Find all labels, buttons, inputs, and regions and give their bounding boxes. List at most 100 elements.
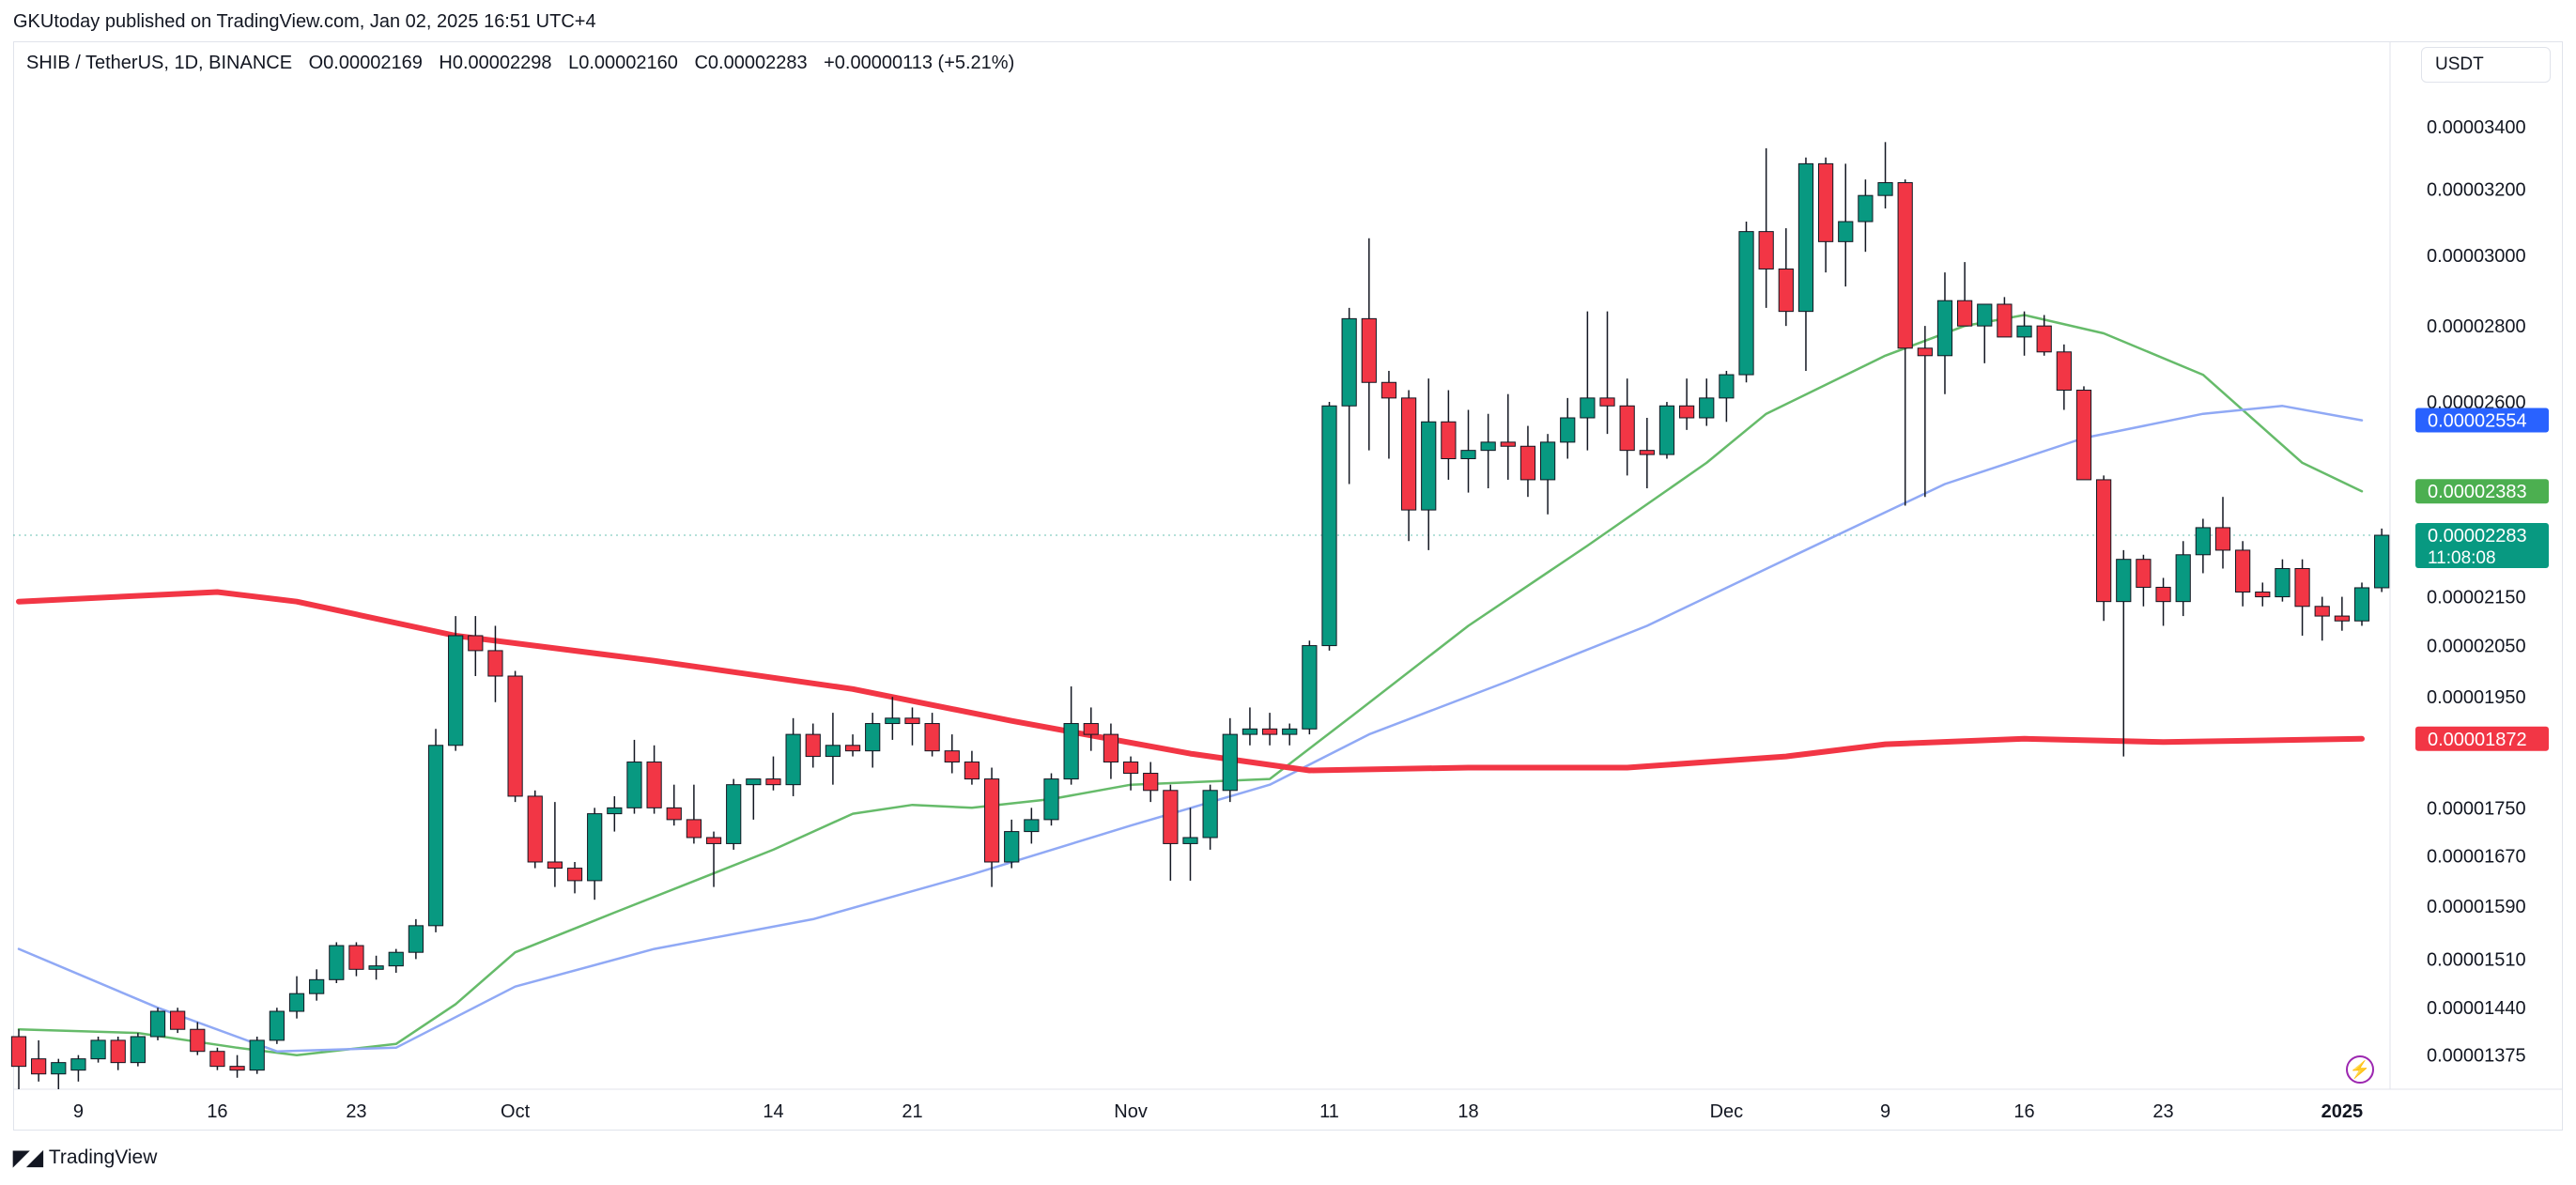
svg-text:11:08:08: 11:08:08 [2428, 548, 2496, 568]
currency-selector[interactable]: USDT [2421, 47, 2551, 83]
indicator-price-tag: 0.00002383 [2415, 479, 2549, 504]
candle-down [1519, 425, 1536, 498]
candle-down [686, 784, 702, 844]
candle-down [1917, 326, 1933, 498]
candle-down [1083, 707, 1099, 751]
candle-up [1024, 808, 1040, 844]
y-tick-label: 0.00003400 [2427, 117, 2526, 138]
candle-down [2136, 554, 2152, 607]
candle-up [865, 713, 881, 768]
candle-up [309, 969, 325, 1001]
change-value: +0.00000113 (+5.21%) [824, 53, 1015, 73]
candle-up [626, 739, 642, 814]
y-tick-label: 0.00001440 [2427, 998, 2526, 1019]
candle-down [1758, 147, 1774, 308]
candle-down [1500, 393, 1516, 480]
candle-down [1261, 713, 1278, 746]
y-tick-label: 0.00002800 [2427, 316, 2526, 337]
candle-down [2036, 315, 2052, 356]
candle-down [468, 616, 484, 677]
candle-up [1421, 378, 1437, 550]
candle-down [110, 1036, 126, 1070]
candle-down [1678, 378, 1695, 430]
candle-down [1817, 157, 1834, 273]
candle-up [1658, 402, 1675, 459]
candle-down [1897, 179, 1913, 506]
candle-up [1202, 784, 1218, 850]
y-tick-label: 0.00001750 [2427, 798, 2526, 819]
y-tick-label: 0.00001375 [2427, 1046, 2526, 1067]
candle-down [2096, 475, 2112, 622]
x-tick-label: 21 [902, 1101, 922, 1122]
candle-down [2075, 386, 2092, 481]
candle-up [607, 795, 623, 832]
candle-up [1797, 157, 1814, 371]
x-tick-label: 9 [1880, 1101, 1890, 1122]
candle-up [587, 808, 603, 900]
candle-down [1381, 370, 1397, 459]
footer-branding[interactable]: ◤◢ TradingView [13, 1146, 157, 1170]
price-tags: 0.00002554 0.00002383 0.00001872 0.00002283… [2415, 408, 2549, 751]
lightning-icon[interactable]: ⚡ [2346, 1055, 2374, 1084]
high-value: H0.00002298 [439, 53, 552, 73]
candle-up [1719, 370, 1735, 423]
y-tick-label: 0.00001670 [2427, 846, 2526, 867]
indicator-price-tag: 0.00001872 [2415, 726, 2549, 751]
candle-down [10, 1029, 27, 1089]
candle-down [2155, 577, 2171, 626]
candle-up [1182, 808, 1198, 881]
brand-name: TradingView [48, 1147, 158, 1168]
candle-up [1539, 434, 1556, 515]
candle-down [1599, 311, 1615, 435]
x-tick-label: 23 [346, 1101, 366, 1122]
x-tick-label: 14 [763, 1101, 783, 1122]
grid [13, 41, 2563, 1090]
symbol-title[interactable]: SHIB / TetherUS, 1D, BINANCE [26, 53, 293, 73]
candle-down [1163, 784, 1179, 881]
y-tick-label: 0.00001510 [2427, 949, 2526, 970]
candle-up [149, 1008, 166, 1040]
y-tick-label: 0.00002150 [2427, 588, 2526, 608]
candle-down [507, 670, 523, 803]
candle-up [51, 1058, 67, 1089]
candle-down [944, 734, 960, 774]
candle-up [726, 778, 742, 850]
y-tick-label: 0.00003200 [2427, 179, 2526, 200]
published-info: GKUtoday published on TradingView.com, J… [13, 11, 596, 32]
candle-up [1858, 179, 1874, 253]
indicator-price-tag: 0.00002554 [2415, 408, 2549, 433]
y-tick-label: 0.00003000 [2427, 246, 2526, 267]
candle-down [844, 734, 861, 757]
moving-average-line [17, 314, 2364, 1056]
candle-down [229, 1054, 245, 1078]
candle-down [1143, 762, 1159, 803]
candle-up [1977, 303, 1993, 363]
candle-down [1619, 378, 1635, 476]
candle-up [2175, 541, 2191, 617]
candle-up [746, 778, 762, 820]
axes: 0.00003400 0.00003200 0.00003000 0.00002800… [73, 117, 2526, 1122]
candle-up [1321, 402, 1337, 651]
candle-up [1004, 819, 1020, 869]
candle-up [1560, 397, 1576, 459]
candle-up [1738, 222, 1754, 383]
candle-down [1103, 723, 1119, 779]
candle-down [2214, 497, 2231, 569]
candle-down [547, 802, 563, 887]
candle-down [566, 861, 583, 894]
x-tick-label: 9 [73, 1101, 84, 1122]
candle-down [1997, 297, 2013, 338]
candle-up [885, 697, 901, 740]
candle-down [705, 831, 722, 887]
candle-down [1639, 417, 1655, 489]
candle-up [1936, 272, 1953, 394]
candle-up [249, 1036, 265, 1074]
svg-text:0.00001872: 0.00001872 [2428, 730, 2527, 750]
candle-down [765, 756, 781, 791]
candle-up [1282, 723, 1298, 746]
candle-up [1480, 413, 1496, 489]
y-tick-label: 0.00002050 [2427, 637, 2526, 657]
candle-up [825, 713, 841, 785]
